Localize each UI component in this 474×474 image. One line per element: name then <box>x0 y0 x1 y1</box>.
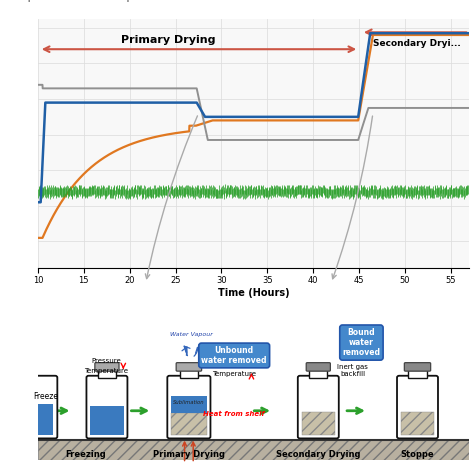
Bar <box>91 406 124 435</box>
Text: Secondary Drying: Secondary Drying <box>276 450 361 459</box>
Text: Sublimation: Sublimation <box>173 400 205 405</box>
Text: Inert gas
backfill: Inert gas backfill <box>337 364 368 377</box>
FancyBboxPatch shape <box>86 376 128 438</box>
Bar <box>38 439 469 460</box>
Text: Bound
water
removed: Bound water removed <box>342 328 381 357</box>
Bar <box>171 396 207 413</box>
FancyBboxPatch shape <box>167 376 210 438</box>
Bar <box>171 413 207 435</box>
Bar <box>33 404 54 435</box>
FancyBboxPatch shape <box>397 376 438 438</box>
Text: Pressure: Pressure <box>91 358 121 364</box>
Text: Heat from shelf: Heat from shelf <box>203 411 265 417</box>
FancyBboxPatch shape <box>404 363 431 371</box>
FancyBboxPatch shape <box>95 363 119 371</box>
X-axis label: Time (Hours): Time (Hours) <box>218 288 290 298</box>
FancyBboxPatch shape <box>176 363 201 371</box>
Bar <box>98 370 116 378</box>
FancyBboxPatch shape <box>306 363 330 371</box>
Text: Secondary Dryi...: Secondary Dryi... <box>373 39 461 48</box>
Text: Temperature: Temperature <box>84 368 128 374</box>
Legend: perature, Thermocouple, Pirani, Chamber Pressure: perature, Thermocouple, Pirani, Chamber … <box>7 0 283 6</box>
Bar <box>401 412 434 435</box>
Text: Primary Drying: Primary Drying <box>120 35 215 45</box>
Text: Primary Drying: Primary Drying <box>153 450 225 459</box>
Text: Freezing: Freezing <box>65 450 106 459</box>
FancyBboxPatch shape <box>29 376 57 438</box>
Text: Unbound
water removed: Unbound water removed <box>201 346 267 365</box>
FancyBboxPatch shape <box>298 376 339 438</box>
Text: Water Vapour: Water Vapour <box>170 332 212 337</box>
Bar <box>180 370 198 378</box>
Text: Temperature: Temperature <box>212 371 256 377</box>
Text: Freeze: Freeze <box>33 392 58 401</box>
Bar <box>408 370 427 378</box>
Bar <box>310 370 327 378</box>
Text: Stoppe: Stoppe <box>401 450 434 459</box>
Bar <box>301 412 335 435</box>
